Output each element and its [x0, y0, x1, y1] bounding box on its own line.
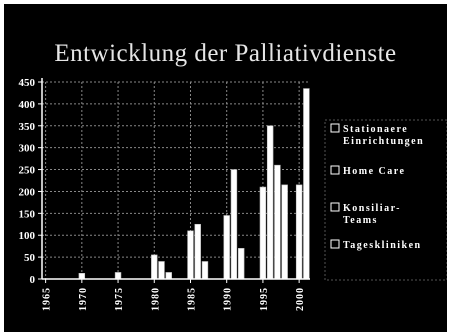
legend-label: Home Care	[343, 166, 405, 177]
y-tick-label: 350	[19, 121, 36, 133]
bar-1981	[158, 261, 165, 280]
bar-1997	[274, 164, 281, 280]
x-tick-label: 1965	[42, 287, 53, 311]
legend-swatch	[330, 165, 340, 175]
y-tick-label: 250	[19, 165, 36, 177]
bar-1975	[114, 272, 122, 280]
bar-1995	[259, 186, 267, 280]
x-tick-label: 1995	[259, 287, 270, 311]
bar-1980	[151, 254, 158, 280]
bar-1992	[237, 248, 245, 280]
legend-label: Tageskliniken	[343, 240, 422, 251]
bar-1986	[194, 223, 201, 280]
y-tick-label: 300	[19, 143, 36, 155]
legend-label: Konsiliar-	[343, 203, 401, 214]
y-axis-ticks: 0 50 100 150 200 250 300 350 400 450	[19, 77, 36, 286]
chart: 0 50 100 150 200 250 300 350 400 450 1965 1970 1975…	[19, 77, 447, 311]
legend-label: Stationaere	[343, 124, 408, 135]
bar-1996	[266, 125, 274, 280]
bar-1990	[223, 215, 230, 280]
x-axis-ticks: 1965 1970 1975 1980 1985 1990 1995 2000	[42, 287, 307, 311]
legend-swatch	[330, 123, 340, 133]
bar-2001	[303, 88, 310, 280]
x-tick-label: 1975	[114, 287, 125, 311]
y-tick-label: 400	[19, 99, 36, 111]
x-tick-label: 1985	[186, 287, 197, 311]
bar-1991	[230, 169, 238, 280]
bar-1987	[201, 261, 209, 280]
x-tick-label: 2000	[295, 287, 306, 311]
legend-frame	[324, 119, 447, 281]
legend-swatch	[330, 239, 340, 249]
legend-swatch	[330, 202, 340, 212]
bar-1998	[281, 184, 288, 280]
y-tick-label: 50	[24, 252, 36, 264]
x-tick-label: 1980	[150, 287, 161, 311]
bar-1970	[78, 273, 86, 280]
axes	[38, 78, 310, 283]
bar-1982	[165, 272, 172, 280]
chart-title: Entwicklung der Palliativdienste	[54, 40, 397, 67]
y-tick-label: 0	[30, 274, 36, 286]
bar-2000	[295, 184, 303, 280]
legend-label: Teams	[343, 215, 378, 226]
bars	[78, 88, 310, 280]
slide: Entwicklung der Palliativdienste 0 50 100 1…	[4, 4, 447, 332]
y-tick-label: 450	[19, 77, 36, 89]
bar-1985	[187, 230, 194, 280]
legend-label: Einrichtungen	[343, 136, 424, 147]
x-tick-label: 1990	[223, 287, 234, 311]
y-tick-label: 150	[19, 208, 36, 220]
y-tick-label: 100	[19, 230, 36, 242]
x-tick-label: 1970	[78, 287, 89, 311]
y-tick-label: 200	[19, 186, 36, 198]
